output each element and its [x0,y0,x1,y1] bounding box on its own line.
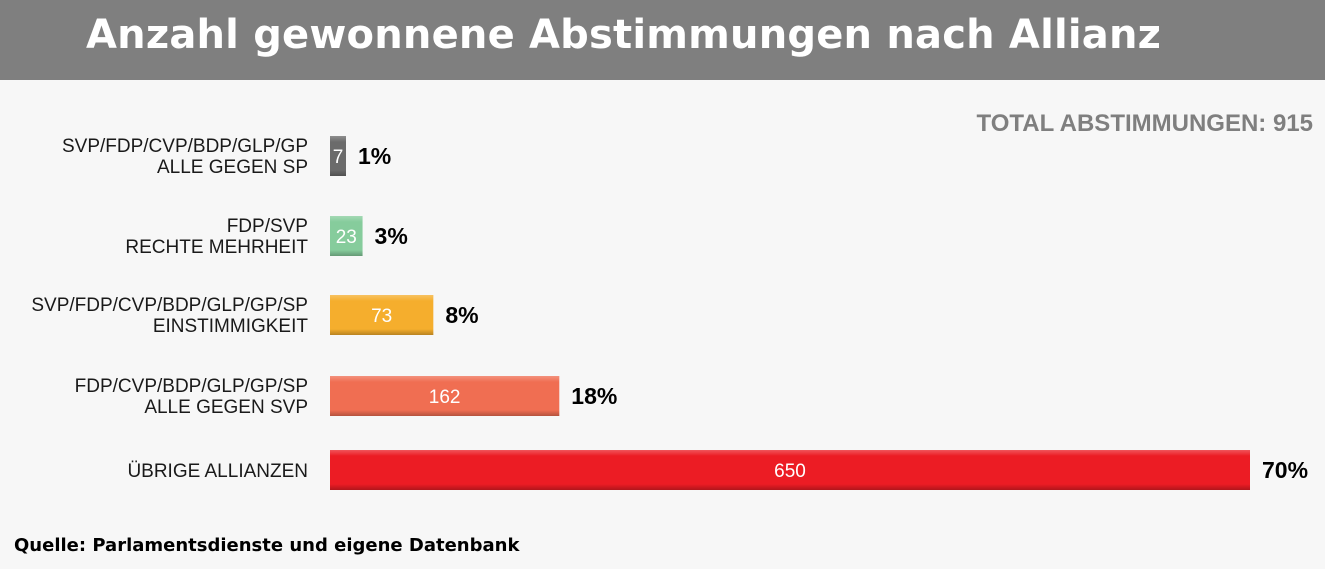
category-label-line: FDP/SVP [227,216,308,237]
category-label-line: EINSTIMMIGKEIT [153,316,309,337]
bar-shading [330,136,346,176]
page-title: Anzahl gewonnene Abstimmungen nach Allia… [86,12,1162,58]
category-label-line: FDP/CVP/BDP/GLP/GP/SP [75,376,308,397]
bar-value-label: 73 [371,306,392,327]
bar-value-label: 650 [774,461,806,482]
category-label-line: RECHTE MEHRHEIT [125,237,308,258]
category-label-line: ÜBRIGE ALLIANZEN [127,461,308,482]
category-label-line: SVP/FDP/CVP/BDP/GLP/GP/SP [31,295,308,316]
category-label: SVP/FDP/CVP/BDP/GLP/GP/SP EINSTIMMIGKEIT [31,295,308,337]
bar-value-label: 7 [333,147,344,168]
bar-percent-label: 18% [571,383,617,409]
category-label: FDP/SVP RECHTE MEHRHEIT [125,216,308,258]
category-label: ÜBRIGE ALLIANZEN [127,461,308,482]
bar-percent-label: 70% [1262,457,1308,483]
bar-percent-label: 1% [358,143,391,169]
category-label-line: ALLE GEGEN SVP [144,397,308,418]
bar-value-label: 23 [336,227,357,248]
bar-shading [330,216,363,256]
bar-shading [330,376,560,416]
bar-percent-label: 3% [375,223,408,249]
category-label-line: SVP/FDP/CVP/BDP/GLP/GP [62,136,308,157]
bar-value-label: 162 [429,387,461,408]
total-votes-label: TOTAL ABSTIMMUNGEN: 915 [976,110,1313,137]
source-note: Quelle: Parlamentsdienste und eigene Dat… [14,535,520,556]
category-label: FDP/CVP/BDP/GLP/GP/SP ALLE GEGEN SVP [75,376,308,418]
bar-shading [330,450,1250,490]
category-label: SVP/FDP/CVP/BDP/GLP/GP ALLE GEGEN SP [62,136,308,178]
title-bar: Anzahl gewonnene Abstimmungen nach Allia… [0,0,1325,80]
bar-shading [330,295,434,335]
category-label-line: ALLE GEGEN SP [157,157,308,178]
bar-percent-label: 8% [445,302,478,328]
